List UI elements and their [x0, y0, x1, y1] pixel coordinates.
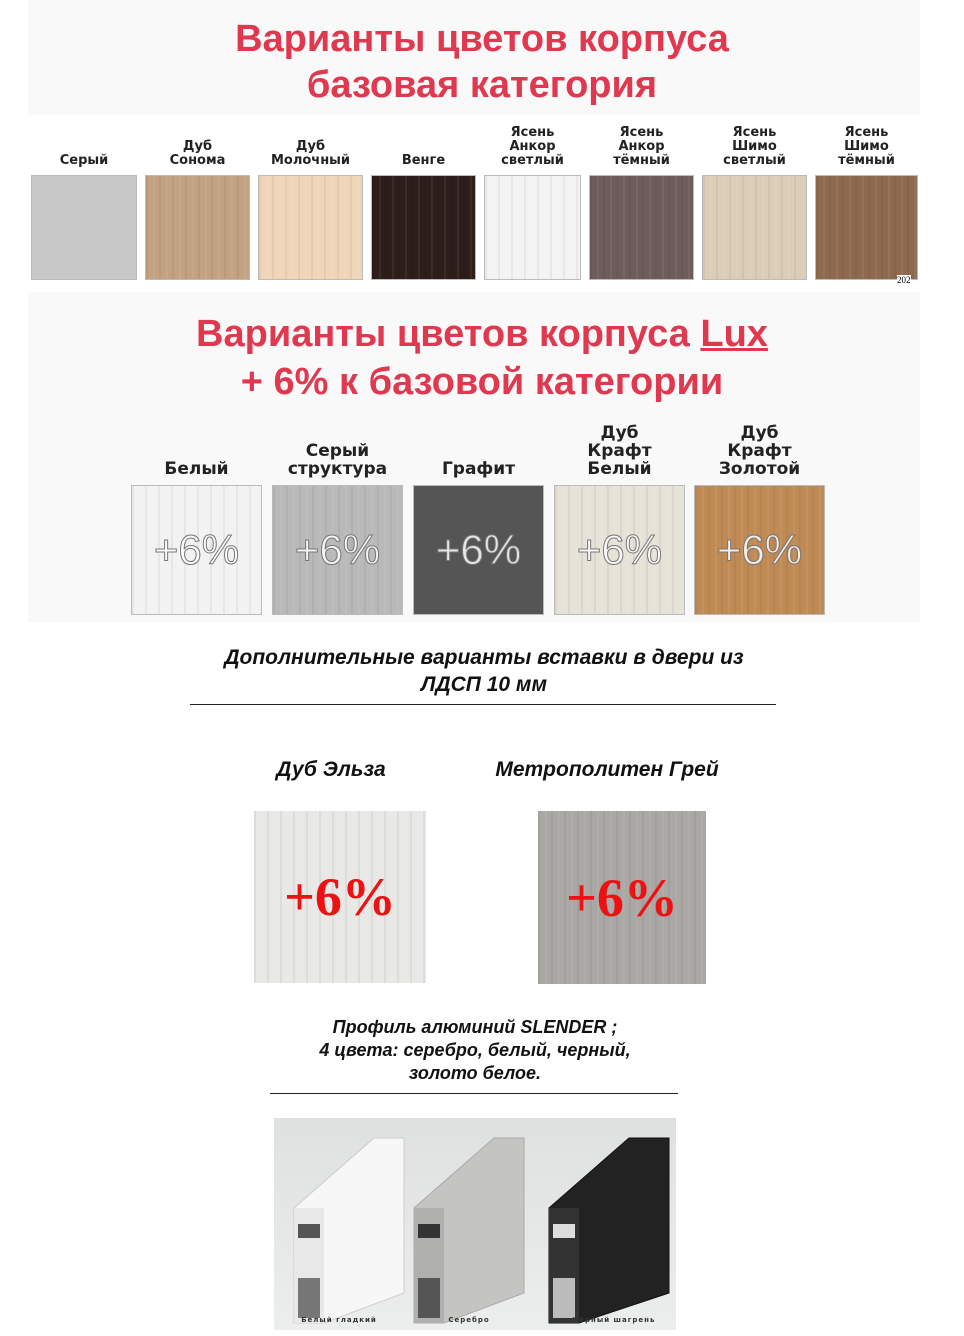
surcharge-badge: +6% — [716, 526, 803, 574]
base-swatch-label: Серый — [59, 153, 109, 168]
surcharge-badge: +6% — [284, 867, 396, 927]
surcharge-badge: +6% — [566, 867, 678, 928]
lux-swatch: +6% — [694, 485, 825, 615]
base-swatch-label: Дуб Молочный — [270, 139, 351, 168]
base-header-band — [28, 0, 920, 115]
insert-label-metropolitan: Метрополитен Грей — [495, 758, 719, 781]
corner-mark: 202 — [897, 275, 911, 285]
base-swatch — [258, 175, 363, 280]
divider — [190, 704, 776, 705]
surcharge-badge: +6% — [435, 526, 522, 574]
lux-title-line2: + 6% к базовой категории — [240, 361, 724, 403]
base-swatch-label: Ясень Шимо светлый — [723, 125, 786, 168]
base-swatch — [484, 175, 581, 280]
caption-silver: Серебро — [448, 1316, 490, 1324]
insert-swatch-metropolitan: +6% — [538, 811, 706, 984]
base-swatch-label: Ясень Анкор тёмный — [613, 125, 670, 168]
insert-label-elza: Дуб Эльза — [276, 758, 386, 781]
caption-white: Белый гладкий — [301, 1316, 377, 1324]
profile-line2: 4 цвета: серебро, белый, черный, — [319, 1040, 631, 1060]
base-swatch — [815, 175, 918, 280]
surcharge-badge: +6% — [294, 526, 381, 574]
surcharge-badge: +6% — [153, 526, 240, 574]
lux-swatch-label: Графит — [441, 459, 516, 479]
profile-white — [293, 1137, 405, 1324]
base-swatch-label: Ясень Шимо тёмный — [838, 125, 895, 168]
base-swatch — [31, 175, 137, 280]
lux-swatch: +6% — [131, 485, 262, 615]
base-swatch — [371, 175, 476, 280]
base-swatch-label: Ясень Анкор светлый — [501, 125, 564, 168]
lux-title-line1: Варианты цветов корпуса — [196, 313, 701, 355]
profile-photo: Белый гладкий Серебро Чёрный шагрень — [274, 1118, 676, 1330]
base-swatch-label: Венге — [401, 153, 446, 168]
lux-title-lux: Lux — [700, 313, 768, 355]
profile-line3: золото белое. — [408, 1063, 541, 1083]
base-swatch-label: Дуб Сонома — [169, 139, 226, 168]
base-swatch — [589, 175, 694, 280]
profile-text: Профиль алюминий SLENDER ; 4 цвета: сере… — [240, 1016, 710, 1085]
lux-swatch: +6% — [272, 485, 403, 615]
base-title-line1: Варианты цветов корпуса — [235, 18, 729, 60]
lux-swatch-label: Дуб Крафт Белый — [587, 423, 652, 479]
insert-swatch-elza: +6% — [254, 811, 426, 983]
lux-swatch: +6% — [554, 485, 685, 615]
lux-swatch-label: Дуб Крафт Золотой — [718, 423, 801, 479]
aluminium-profiles-image — [293, 1137, 670, 1324]
lux-swatch: +6% — [413, 485, 544, 615]
surcharge-badge: +6% — [576, 526, 663, 574]
profile-line1: Профиль алюминий SLENDER ; — [332, 1017, 618, 1037]
inserts-heading-line2: ЛДСП 10 мм — [421, 673, 547, 696]
caption-black: Чёрный шагрень — [572, 1316, 656, 1324]
inserts-heading: Дополнительные варианты вставки в двери … — [150, 644, 818, 698]
profile-black — [548, 1137, 670, 1324]
base-title-line2: базовая категория — [306, 64, 658, 106]
base-swatch — [145, 175, 250, 280]
base-swatch — [702, 175, 807, 280]
profile-silver — [413, 1137, 525, 1324]
inserts-heading-line1: Дополнительные варианты вставки в двери … — [224, 646, 744, 669]
base-title: Варианты цветов корпуса базовая категори… — [0, 16, 964, 108]
lux-swatch-label: Белый — [164, 459, 229, 479]
lux-title: Варианты цветов корпуса Lux + 6% к базов… — [0, 310, 964, 406]
divider — [270, 1093, 678, 1094]
lux-swatch-label: Серый структура — [287, 441, 388, 479]
